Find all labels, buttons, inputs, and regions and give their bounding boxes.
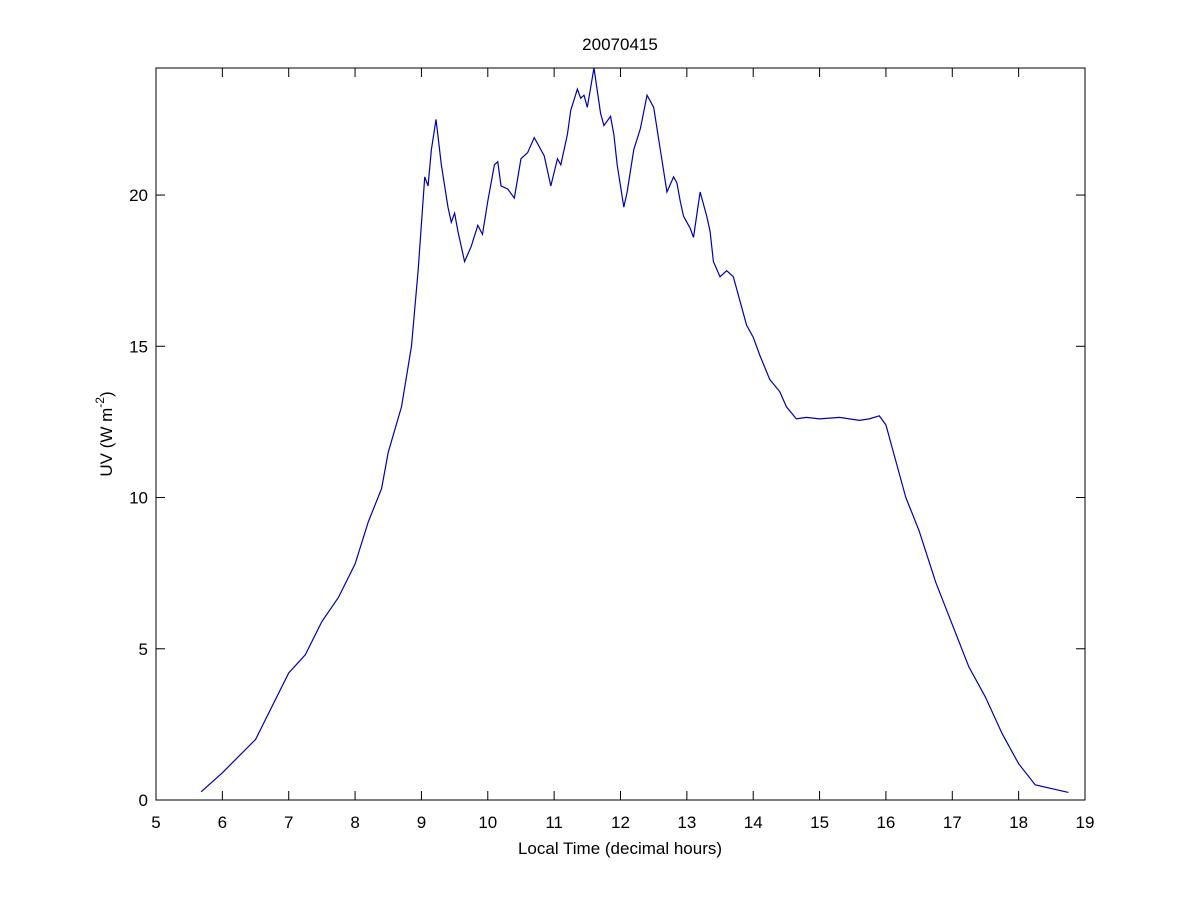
y-tick-label: 0 xyxy=(139,791,148,810)
y-tick-label: 10 xyxy=(129,489,148,508)
y-label-end: ) xyxy=(97,391,116,397)
x-tick-label: 9 xyxy=(417,813,426,832)
x-tick-label: 11 xyxy=(545,813,563,832)
chart-title: 20070415 xyxy=(582,35,658,54)
y-tick-label: 15 xyxy=(129,337,148,356)
x-tick-label: 5 xyxy=(151,813,160,832)
y-label-sup: -2 xyxy=(93,397,107,408)
x-tick-label: 12 xyxy=(611,813,630,832)
plot-box xyxy=(155,67,1086,801)
y-tick-label: 20 xyxy=(129,186,148,205)
x-tick-label: 15 xyxy=(810,813,829,832)
x-tick-label: 7 xyxy=(284,813,293,832)
x-tick-label: 17 xyxy=(943,813,962,832)
data-line xyxy=(200,67,1069,794)
x-tick-label: 18 xyxy=(1009,813,1028,832)
y-label-text: UV (W m xyxy=(97,408,116,477)
x-tick-label: 13 xyxy=(677,813,696,832)
x-tick-label: 8 xyxy=(350,813,359,832)
x-axis-label: Local Time (decimal hours) xyxy=(518,839,722,858)
x-tick-label: 19 xyxy=(1076,813,1095,832)
x-tick-label: 10 xyxy=(478,813,497,832)
x-tick-label: 16 xyxy=(876,813,895,832)
x-tick-label: 6 xyxy=(218,813,227,832)
x-tick-label: 14 xyxy=(744,813,763,832)
y-axis-label: UV (W m-2) xyxy=(93,391,116,476)
y-tick-label: 5 xyxy=(139,640,148,659)
